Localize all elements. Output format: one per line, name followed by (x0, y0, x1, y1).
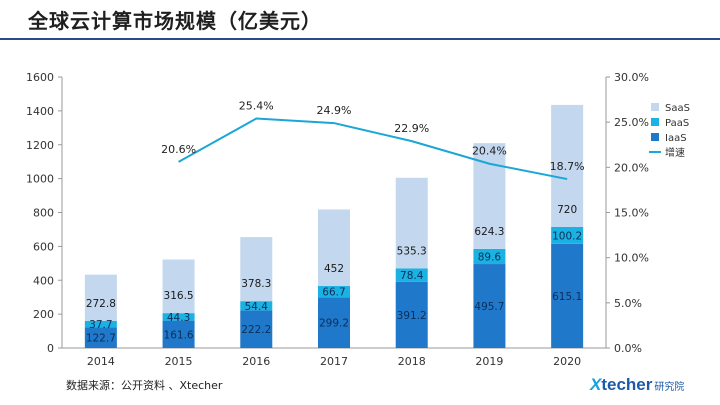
growth-label: 25.4% (239, 100, 274, 113)
left-tick-label: 800 (33, 207, 54, 220)
left-tick-label: 1200 (26, 139, 54, 152)
logo-suffix: 研究院 (654, 382, 685, 393)
data-label-paas: 54.4 (245, 301, 269, 313)
left-tick-label: 400 (33, 274, 54, 287)
right-tick-label: 30.0% (614, 71, 649, 84)
bar-paas (162, 313, 195, 321)
title-divider (0, 38, 720, 40)
x-tick-label: 2015 (165, 355, 193, 368)
growth-label: 20.6% (161, 143, 196, 156)
bar-iaas (395, 281, 428, 348)
left-tick-label: 1600 (26, 71, 54, 84)
chart-bars (84, 104, 584, 348)
page-title: 全球云计算市场规模（亿美元） (28, 9, 322, 33)
chart-axes: 0 200 400 600 800 1000 1200 1400 1600 0.0% 5.0% 10.… (26, 71, 649, 368)
growth-label: 24.9% (317, 104, 352, 117)
legend-label: SaaS (665, 103, 690, 114)
data-label-saas: 624.3 (474, 226, 504, 238)
chart-legend: SaaS PaaS IaaS 增速 (649, 103, 690, 159)
data-label-iaas: 615.1 (552, 291, 582, 303)
data-label-paas: 44.3 (167, 312, 190, 324)
left-tick-label: 1400 (26, 105, 54, 118)
legend-label: IaaS (665, 133, 687, 144)
left-tick-label: 1000 (26, 173, 54, 186)
x-tick-label: 2020 (553, 355, 581, 368)
bar-paas (84, 320, 117, 328)
bar-iaas (162, 320, 195, 348)
data-label-saas: 452 (324, 263, 344, 275)
bar-iaas (84, 327, 117, 348)
data-label-paas: 78.4 (400, 270, 424, 282)
logo-name: techer (601, 375, 653, 394)
left-tick-label: 200 (33, 308, 54, 321)
bar-saas (240, 237, 273, 302)
bar-saas (395, 177, 428, 269)
data-label-paas: 37.7 (89, 319, 112, 331)
bar-iaas (318, 297, 350, 348)
bar-paas (318, 286, 350, 298)
x-tick-label: 2018 (398, 355, 426, 368)
data-label-saas: 316.5 (164, 290, 194, 302)
left-tick-label: 600 (33, 240, 54, 253)
legend-swatch-iaas (651, 133, 659, 141)
data-label-iaas: 122.7 (86, 333, 116, 345)
bar-iaas (240, 310, 273, 348)
chart-labels: 122.7 37.7 272.8 161.6 44.3 316.5 222.2 54.4 378… (86, 100, 585, 345)
bar-iaas (473, 264, 506, 348)
data-label-saas: 272.8 (86, 298, 116, 310)
right-tick-label: 25.0% (614, 116, 649, 129)
data-label-saas: 378.3 (241, 278, 271, 290)
data-label-saas: 535.3 (397, 245, 427, 257)
bar-paas (551, 226, 584, 244)
growth-line (178, 117, 568, 181)
right-tick-label: 20.0% (614, 161, 649, 174)
bar-saas (84, 274, 117, 321)
bar-saas (162, 259, 195, 314)
x-tick-label: 2017 (320, 355, 348, 368)
data-label-iaas: 391.2 (397, 310, 427, 322)
growth-polyline (178, 117, 568, 181)
growth-label: 18.7% (550, 160, 585, 173)
bar-paas (473, 248, 506, 265)
growth-label: 22.9% (394, 122, 429, 135)
data-label-iaas: 161.6 (164, 329, 194, 341)
right-tick-label: 0.0% (614, 342, 642, 355)
data-label-paas: 100.2 (552, 230, 582, 242)
logo-mark: X (590, 375, 602, 394)
left-tick-label: 0 (47, 342, 54, 355)
legend-label: PaaS (665, 118, 689, 129)
legend-swatch-saas (651, 103, 659, 111)
x-tick-label: 2019 (475, 355, 503, 368)
data-source-note: 数据来源：公开资料 、Xtecher (66, 379, 223, 392)
data-label-paas: 89.6 (478, 251, 502, 263)
bar-saas (551, 104, 584, 227)
data-label-iaas: 495.7 (474, 301, 504, 313)
legend-swatch-paas (651, 118, 659, 126)
data-label-saas: 720 (557, 204, 577, 216)
xtecher-logo: Xtecher 研究院 (590, 375, 684, 395)
data-label-paas: 66.7 (322, 287, 345, 299)
title-bar: 全球云计算市场规模（亿美元） (0, 0, 720, 40)
bar-saas (318, 209, 350, 287)
x-tick-label: 2016 (242, 355, 270, 368)
growth-label: 20.4% (472, 145, 507, 158)
right-tick-label: 10.0% (614, 252, 649, 265)
x-tick-label: 2014 (87, 355, 115, 368)
bar-paas (395, 268, 428, 282)
data-label-iaas: 222.2 (241, 324, 271, 336)
data-label-iaas: 299.2 (319, 318, 349, 330)
legend-label: 增速 (665, 146, 685, 159)
bar-paas (240, 301, 273, 311)
bar-iaas (551, 243, 584, 348)
right-tick-label: 15.0% (614, 207, 649, 220)
right-tick-label: 5.0% (614, 297, 642, 310)
